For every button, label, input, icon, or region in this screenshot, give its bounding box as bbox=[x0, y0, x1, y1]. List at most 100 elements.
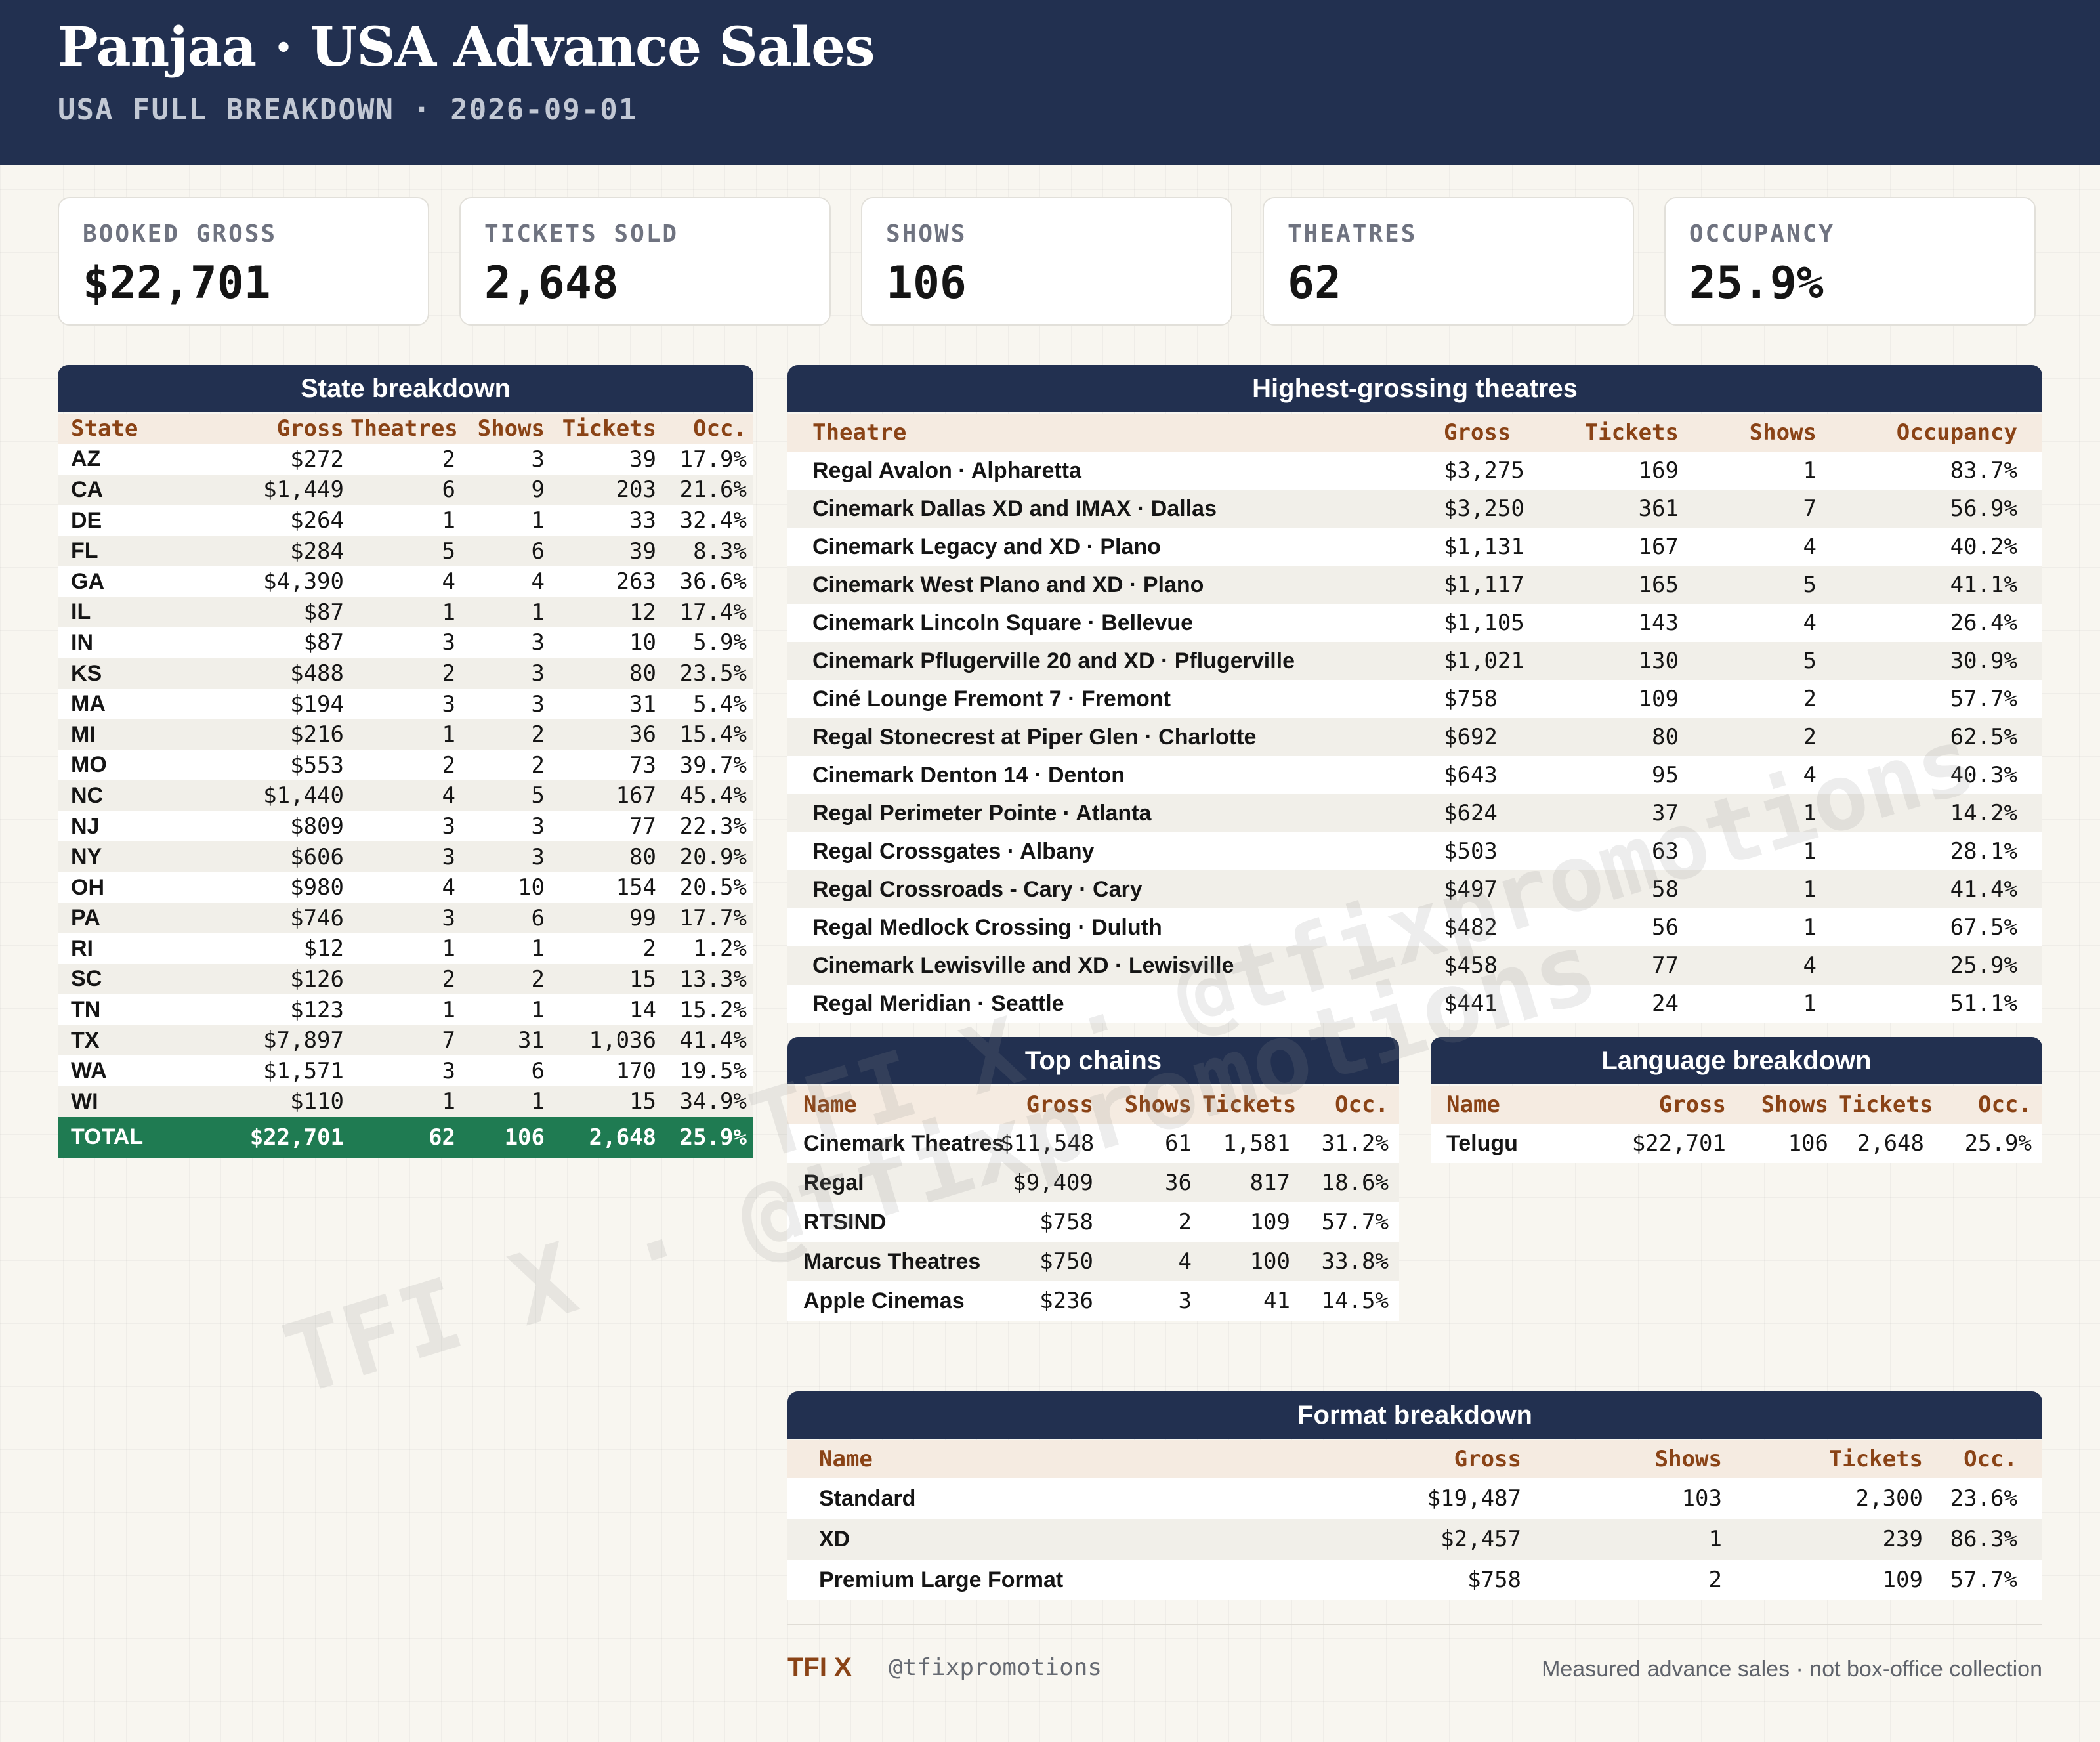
kpi-theatres: THEATRES 62 bbox=[1263, 197, 1634, 326]
table-cell: $692 bbox=[1444, 718, 1516, 756]
table-cell: 32.4% bbox=[663, 505, 753, 536]
kpi-value: 62 bbox=[1288, 257, 1341, 309]
table-cell: 167 bbox=[1516, 528, 1704, 566]
state-name: MI bbox=[58, 719, 189, 750]
table-cell: 41 bbox=[1202, 1281, 1301, 1321]
column-header: Name bbox=[788, 1086, 1000, 1124]
footer-handle: @tfixpromotions bbox=[889, 1654, 1102, 1681]
table-cell: 57.7% bbox=[1301, 1202, 1399, 1242]
table-cell: 36 bbox=[1104, 1163, 1202, 1202]
theatre-name: Cinemark Pflugerville 20 and XD · Pfluge… bbox=[788, 642, 1444, 680]
table-cell: 39.7% bbox=[663, 750, 753, 781]
table-cell: 2 bbox=[350, 658, 462, 689]
table-cell: 13.3% bbox=[663, 964, 753, 995]
state-name: NY bbox=[58, 841, 189, 872]
theatre-name: Cinemark Lincoln Square · Bellevue bbox=[788, 604, 1444, 642]
table-cell: 2 bbox=[1546, 1560, 1747, 1600]
table-cell: $126 bbox=[189, 964, 350, 995]
table-cell: 239 bbox=[1747, 1519, 1948, 1560]
kpi-value: $22,701 bbox=[83, 257, 271, 309]
column-header: Occupancy bbox=[1841, 414, 2042, 452]
column-header: Gross bbox=[1000, 1086, 1104, 1124]
chain-name: Marcus Theatres bbox=[788, 1242, 1000, 1281]
format-name: XD bbox=[788, 1519, 1312, 1560]
chain-name: Cinemark Theatres bbox=[788, 1124, 1004, 1163]
table-cell: 3 bbox=[350, 627, 462, 658]
state-name: PA bbox=[58, 903, 189, 934]
table-cell: 31 bbox=[462, 1025, 551, 1056]
table-cell: 3 bbox=[350, 841, 462, 872]
total-tickets: 2,648 bbox=[551, 1116, 663, 1158]
table-row: Ciné Lounge Fremont 7 · Fremont $758 109 2 5… bbox=[788, 680, 2042, 718]
table-row: MI $216 1 2 36 15.4% bbox=[58, 719, 753, 750]
table-cell: 33.8% bbox=[1301, 1242, 1399, 1281]
table-cell: 22.3% bbox=[663, 811, 753, 842]
column-header: Name bbox=[1431, 1086, 1605, 1124]
table-row: PA $746 3 6 99 17.7% bbox=[58, 903, 753, 934]
column-header: Gross bbox=[1605, 1086, 1736, 1124]
table-cell: 67.5% bbox=[1841, 908, 2042, 946]
table-cell: 99 bbox=[551, 903, 663, 934]
table-row: GA $4,390 4 4 263 36.6% bbox=[58, 566, 753, 597]
table-cell: $553 bbox=[189, 750, 350, 781]
table-cell: 7 bbox=[1704, 490, 1841, 528]
table-row: Telugu $22,701 106 2,648 25.9% bbox=[1431, 1124, 2042, 1163]
total-row: TOTAL $22,701 62 106 2,648 25.9% bbox=[58, 1116, 753, 1158]
table-row: Cinemark West Plano and XD · Plano $1,117… bbox=[788, 566, 2042, 604]
table-cell: $497 bbox=[1444, 870, 1516, 908]
table-cell: 25.9% bbox=[1841, 946, 2042, 985]
theatre-name: Regal Crossgates · Albany bbox=[788, 832, 1444, 870]
state-name: CA bbox=[58, 475, 189, 505]
state-name: WA bbox=[58, 1055, 189, 1087]
table-row: MA $194 3 3 31 5.4% bbox=[58, 689, 753, 719]
theatre-name: Cinemark Lewisville and XD · Lewisville bbox=[788, 946, 1444, 985]
table-cell: 34.9% bbox=[663, 1086, 753, 1117]
table-cell: 7 bbox=[350, 1025, 462, 1056]
theatre-name: Regal Medlock Crossing · Duluth bbox=[788, 908, 1444, 946]
table-cell: 6 bbox=[462, 1055, 551, 1087]
table-row: AZ $272 2 3 39 17.9% bbox=[58, 444, 753, 475]
table-cell: 24 bbox=[1516, 985, 1704, 1023]
table-cell: 4 bbox=[462, 566, 551, 597]
table-cell: 77 bbox=[551, 811, 663, 842]
table-cell: 109 bbox=[1202, 1202, 1301, 1242]
table-cell: 2 bbox=[462, 964, 551, 995]
table-cell: 15 bbox=[551, 964, 663, 995]
table-cell: 6 bbox=[350, 475, 462, 505]
table-cell: 14.2% bbox=[1841, 794, 2042, 832]
table-row: RTSIND $758 2 109 57.7% bbox=[788, 1202, 1399, 1242]
table-cell: 4 bbox=[1704, 528, 1841, 566]
table-cell: $482 bbox=[1444, 908, 1516, 946]
table-header-row: Name Gross Shows Tickets Occ. bbox=[788, 1086, 1399, 1124]
table-row: IN $87 3 3 10 5.9% bbox=[58, 627, 753, 658]
language-breakdown-title: Language breakdown bbox=[1431, 1037, 2042, 1084]
table-cell: 6 bbox=[462, 536, 551, 566]
column-header: Gross bbox=[1312, 1440, 1546, 1478]
table-cell: 41.4% bbox=[663, 1025, 753, 1056]
table-cell: 12 bbox=[551, 597, 663, 628]
top-theatres-table: Theatre Gross Tickets Shows Occupancy Re… bbox=[788, 414, 2042, 1023]
table-cell: 3 bbox=[350, 689, 462, 719]
table-cell: 4 bbox=[1104, 1242, 1202, 1281]
table-cell: $758 bbox=[1000, 1202, 1104, 1242]
table-cell: 39 bbox=[551, 444, 663, 475]
table-cell: 56.9% bbox=[1841, 490, 2042, 528]
table-cell: 361 bbox=[1516, 490, 1704, 528]
table-row: Cinemark Lewisville and XD · Lewisville $… bbox=[788, 946, 2042, 985]
table-header-row: Name Gross Shows Tickets Occ. bbox=[1431, 1086, 2042, 1124]
table-cell: $194 bbox=[189, 689, 350, 719]
footer-note: Measured advance sales · not box-office … bbox=[1542, 1657, 2042, 1682]
table-cell: 3 bbox=[350, 903, 462, 934]
table-cell: 41.4% bbox=[1841, 870, 2042, 908]
table-cell: $3,275 bbox=[1444, 452, 1524, 490]
table-cell: 86.3% bbox=[1948, 1519, 2042, 1560]
table-cell: 17.4% bbox=[663, 597, 753, 628]
theatre-name: Regal Crossroads - Cary · Cary bbox=[788, 870, 1444, 908]
table-cell: 10 bbox=[551, 627, 663, 658]
table-cell: $110 bbox=[189, 1086, 350, 1117]
table-cell: 56 bbox=[1516, 908, 1704, 946]
table-cell: 36 bbox=[551, 719, 663, 750]
column-header: Occ. bbox=[663, 414, 753, 444]
language-name: Telugu bbox=[1431, 1124, 1605, 1163]
table-header-row: Theatre Gross Tickets Shows Occupancy bbox=[788, 414, 2042, 452]
